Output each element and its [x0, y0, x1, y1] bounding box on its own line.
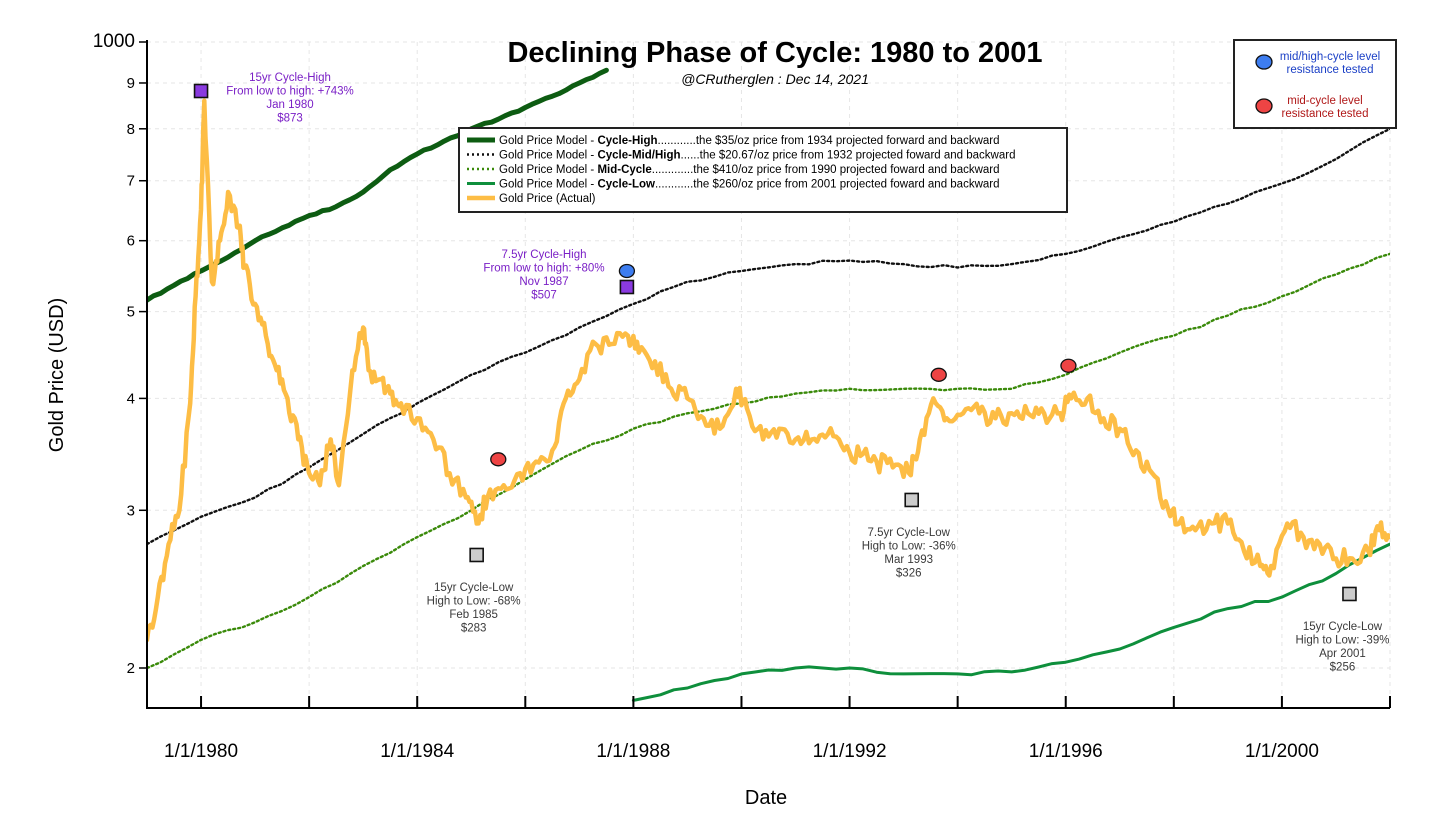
red-key-line-1: mid-cycle level — [1287, 95, 1362, 107]
resistance-marker-red-3 — [1060, 358, 1077, 373]
annotation-cycle-low-1993-line-0: 7.5yr Cycle-Low — [867, 527, 950, 539]
series-line-4 — [147, 98, 1390, 643]
series-line-0 — [147, 67, 609, 303]
annotation-cycle-high-1980-line-2: Jan 1980 — [266, 99, 313, 111]
annotation-cycle-high-1987-line-1: From low to high: +80% — [483, 263, 604, 275]
series-line-2 — [147, 252, 1390, 670]
legend-suffix-4: Gold Price (Actual) — [499, 193, 596, 205]
legend-bold-0: Cycle-High — [597, 135, 657, 147]
x-tick-label-1984: 1/1/1984 — [380, 741, 454, 762]
annotation-cycle-low-1985-line-1: High to Low: -68% — [427, 595, 521, 607]
annotation-cycle-low-2001-line-1: High to Low: -39% — [1295, 634, 1389, 646]
legend-prefix-1: Gold Price Model - — [499, 150, 597, 162]
y-tick-label-900: 9 — [127, 75, 135, 92]
y-tick-label-1000: 1000 — [93, 31, 135, 52]
legend-suffix-3: ............the $260/oz price from 2001 … — [655, 179, 1000, 191]
annotation-cycle-low-1985-line-0: 15yr Cycle-Low — [434, 582, 514, 594]
annotation-cycle-low-2001-line-0: 15yr Cycle-Low — [1303, 621, 1383, 633]
legend-prefix-3: Gold Price Model - — [499, 179, 597, 191]
legend-box — [458, 127, 1068, 213]
chart-subtitle: @CRutherglen : Dec 14, 2021 — [681, 71, 869, 87]
legend-prefix-0: Gold Price Model - — [499, 135, 597, 147]
legend-entry-4: Gold Price (Actual) — [499, 193, 596, 205]
y-tick-label-800: 8 — [127, 121, 135, 138]
series-line-1 — [147, 127, 1390, 546]
x-axis-label: Date — [745, 787, 787, 809]
legend-bold-2: Mid-Cycle — [597, 164, 651, 176]
legend-entry-2: Gold Price Model - Mid-Cycle............… — [499, 164, 1000, 176]
annotation-cycle-high-1987-line-2: Nov 1987 — [519, 276, 568, 288]
y-tick-label-400: 4 — [127, 390, 135, 407]
annotation-cycle-high-1980-line-1: From low to high: +743% — [226, 86, 354, 98]
chart-title: Declining Phase of Cycle: 1980 to 2001 — [507, 37, 1042, 69]
resistance-marker-red-2 — [930, 367, 947, 382]
y-tick-label-500: 5 — [127, 304, 135, 321]
annotation-cycle-high-1980-line-0: 15yr Cycle-High — [249, 72, 331, 84]
x-tick-label-1988: 1/1/1988 — [596, 741, 670, 762]
blue-key-line-1: mid/high-cycle level — [1280, 51, 1380, 63]
x-ticks: 1/1/1980 1/1/1984 1/1/1988 1/1/1992 1/1/1996… — [164, 696, 1391, 762]
annotation-cycle-high-1987-line-0: 7.5yr Cycle-High — [502, 249, 587, 261]
x-tick-label-1992: 1/1/1992 — [813, 741, 887, 762]
y-tick-label-700: 7 — [127, 173, 135, 190]
y-ticks: 2 3 4 5 6 7 8 9 1000 — [93, 31, 147, 677]
annotations: 15yr Cycle-High From low to high: +743%Ja… — [226, 72, 1389, 673]
series-line-3 — [631, 542, 1390, 702]
marker-key: mid/high-cycle level resistance tested m… — [1233, 39, 1397, 129]
annotation-cycle-low-2001-line-2: Apr 2001 — [1319, 648, 1366, 660]
x-tick-label-2000: 1/1/2000 — [1245, 741, 1319, 762]
annotation-cycle-low-1993-line-1: High to Low: -36% — [862, 540, 956, 552]
annotation-cycle-low-1993-line-2: Mar 1993 — [884, 554, 933, 566]
marker-cycle-low-2001 — [1342, 586, 1357, 602]
y-tick-label-600: 6 — [127, 233, 135, 250]
annotation-cycle-low-1985-line-2: Feb 1985 — [449, 609, 498, 621]
axes — [146, 40, 1390, 709]
annotation-cycle-low-2001-line-3: $256 — [1330, 661, 1356, 673]
legend-entry-3: Gold Price Model - Cycle-Low............… — [499, 179, 1000, 191]
y-axis-label: Gold Price (USD) — [46, 298, 68, 452]
red-marker-icon — [1255, 98, 1273, 114]
red-key-line-2: resistance tested — [1282, 108, 1369, 120]
legend-entry-1: Gold Price Model - Cycle-Mid/High......t… — [499, 150, 1015, 162]
marker-cycle-high-1987 — [619, 279, 635, 295]
legend-suffix-2: .............the $410/oz price from 1990… — [652, 164, 1000, 176]
y-tick-label-200: 2 — [127, 660, 135, 677]
annotation-cycle-high-1980-line-3: $873 — [277, 113, 303, 125]
y-tick-label-300: 3 — [127, 502, 135, 519]
point-markers — [193, 83, 1357, 602]
annotation-cycle-high-1987-line-3: $507 — [531, 290, 557, 302]
annotation-cycle-low-1993-line-3: $326 — [896, 567, 922, 579]
legend-prefix-2: Gold Price Model - — [499, 164, 597, 176]
marker-cycle-low-1985 — [469, 547, 484, 563]
legend-bold-1: Cycle-Mid/High — [597, 150, 680, 162]
resistance-marker-blue-0 — [618, 263, 636, 279]
blue-key-line-2: resistance tested — [1287, 64, 1374, 76]
annotation-cycle-low-1985-line-3: $283 — [461, 622, 487, 634]
legend-suffix-0: ............the $35/oz price from 1934 p… — [658, 135, 1000, 147]
series-layer — [147, 67, 1390, 702]
legend: Gold Price Model - Cycle-High...........… — [458, 127, 1068, 213]
marker-cycle-low-1993 — [904, 492, 920, 508]
resistance-marker-red-1 — [490, 452, 507, 467]
legend-suffix-1: ......the $20.67/oz price from 1932 proj… — [681, 150, 1016, 162]
legend-entry-0: Gold Price Model - Cycle-High...........… — [499, 135, 1000, 147]
x-tick-label-1996: 1/1/1996 — [1029, 741, 1103, 762]
blue-marker-icon — [1255, 54, 1273, 70]
x-tick-label-1980: 1/1/1980 — [164, 741, 238, 762]
marker-cycle-high-1980 — [193, 83, 209, 99]
legend-bold-3: Cycle-Low — [597, 179, 655, 191]
grid-lines — [147, 41, 1391, 708]
marker-key-box — [1233, 39, 1397, 129]
